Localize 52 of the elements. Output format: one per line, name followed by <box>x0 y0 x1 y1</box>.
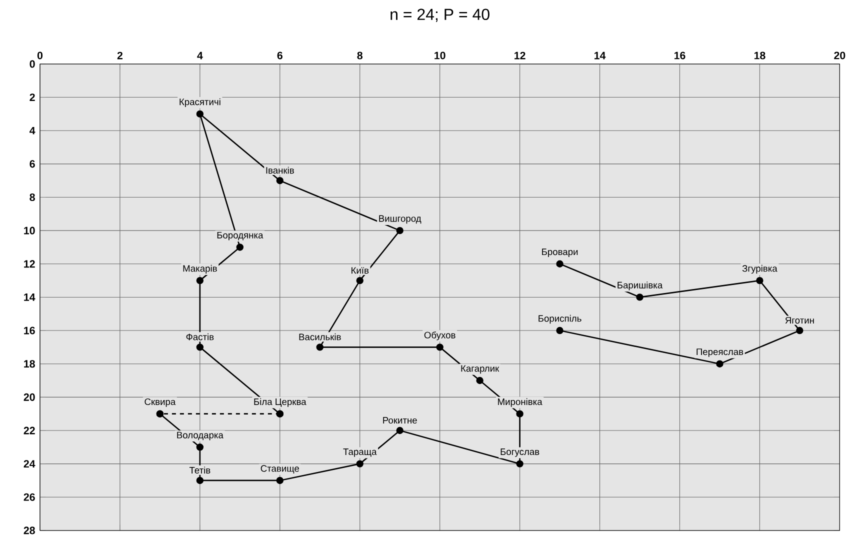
x-tick-label: 4 <box>197 52 203 60</box>
x-tick-label: 14 <box>594 52 606 60</box>
annotation: Богуслав <box>500 448 540 457</box>
x-tick-label: 2 <box>117 52 122 60</box>
annotation: Обухов <box>424 331 456 340</box>
annotation: Тетів <box>189 466 210 474</box>
x-tick-label: 8 <box>357 52 362 60</box>
annotation: Фастів <box>186 333 214 340</box>
chart-title: n = 24; P = 40 <box>390 8 490 22</box>
y-tick-label: 12 <box>24 260 35 268</box>
annotation: Біла Церква <box>254 398 306 407</box>
y-tick-label: 28 <box>24 526 35 534</box>
y-tick-label: 24 <box>24 460 36 468</box>
annotation: Кагарлик <box>461 365 500 374</box>
y-tick-label: 6 <box>30 160 35 168</box>
y-tick-label: 20 <box>24 393 35 401</box>
y-tick-label: 14 <box>24 293 36 301</box>
annotation: Переяслав <box>696 348 744 357</box>
y-tick-label: 4 <box>30 126 36 134</box>
annotation: Баришівка <box>618 282 663 290</box>
annotation: Тараща <box>343 448 377 457</box>
annotation: Макарів <box>183 264 217 274</box>
annotation: Згурівка <box>742 264 778 274</box>
annotation: Васильків <box>299 333 341 340</box>
annotation: Бровари <box>542 248 578 257</box>
annotation: Володарка <box>177 432 224 440</box>
annotation: Київ <box>352 267 369 274</box>
annotation: Рокитне <box>383 417 417 424</box>
y-tick-label: 2 <box>30 94 35 101</box>
x-tick-label: 12 <box>514 52 526 60</box>
x-tick-label: 20 <box>834 52 846 60</box>
y-tick-label: 26 <box>24 493 35 501</box>
x-tick-label: 6 <box>277 52 282 60</box>
y-tick-label: 10 <box>24 226 35 234</box>
y-tick-label: 22 <box>24 426 35 434</box>
y-tick-label: 0 <box>30 60 35 68</box>
annotation: Бородянка <box>217 232 264 240</box>
x-tick-label: 10 <box>434 52 446 60</box>
y-tick-label: 8 <box>30 193 35 201</box>
x-tick-label: 16 <box>674 52 686 60</box>
annotation: Бориспіль <box>538 314 582 324</box>
annotation: Сквира <box>144 398 176 407</box>
y-tick-label: 18 <box>24 360 35 368</box>
y-tick-label: 16 <box>24 326 35 334</box>
annotation: Красятичі <box>180 98 220 107</box>
annotation: Миронівка <box>498 398 542 407</box>
annotation: Ставище <box>260 465 299 474</box>
x-tick-label: 0 <box>37 52 43 60</box>
x-tick-label: 18 <box>754 52 766 60</box>
annotation: Вишгород <box>379 215 422 224</box>
annotation: Яготин <box>785 317 814 324</box>
annotation: Іванків <box>266 166 294 174</box>
